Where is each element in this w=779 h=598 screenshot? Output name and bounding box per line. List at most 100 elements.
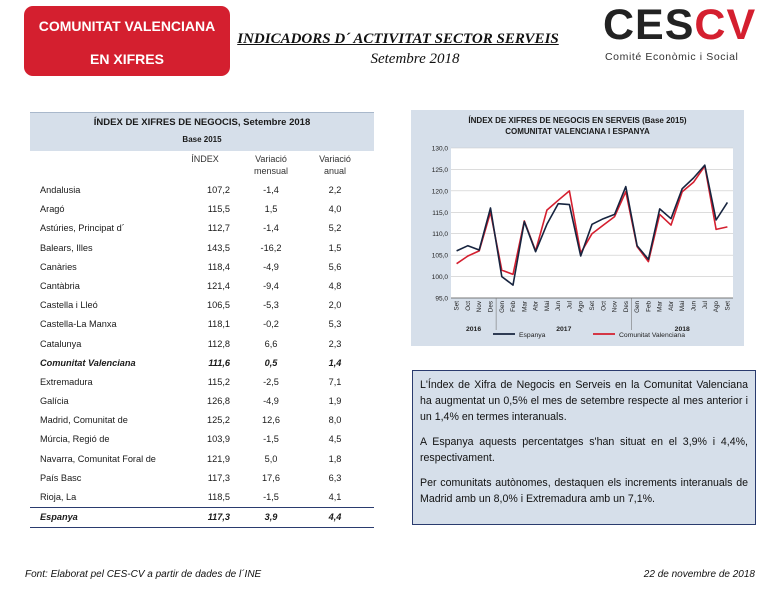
monthly-variation: -0,2 [263,319,279,330]
y-tick-label: 125,0 [432,167,449,174]
table-header: ÍNDEX DE XIFRES DE NEGOCIS, Setembre 201… [30,112,374,151]
index-value: 117,3 [207,472,230,483]
col-header-index: ÍNDEX [191,154,219,164]
table-column-headers: ÍNDEX Variació mensual Variació anual [30,151,374,181]
monthly-variation: -1,4 [263,185,279,195]
monthly-variation: 17,6 [262,472,280,483]
footer-source: Font: Elaborat pel CES-CV a partir de da… [25,569,262,580]
monthly-variation: -4,9 [263,396,279,407]
y-tick-label: 130,0 [432,146,449,153]
footer-date: 22 de novembre de 2018 [643,569,755,580]
annual-variation: 1,9 [328,396,342,407]
index-table: ÍNDEX DE XIFRES DE NEGOCIS, Setembre 201… [30,112,374,529]
page-subtitle: Setembre 2018 [370,51,460,67]
y-tick-label: 105,0 [432,253,449,260]
logo-tagline: Comité Econòmic i Social [605,51,739,63]
x-tick-label: Jun [691,301,698,312]
table-row: Catalunya 112,8 6,6 2,3 [30,335,374,354]
annual-variation: 2,2 [328,185,342,195]
summary-paragraph-3: Per comunitats autònomes, destaquen els … [420,477,748,505]
region-badge: COMUNITAT VALENCIANA EN XIFRES [24,6,230,76]
chart-subtitle: COMUNITAT VALENCIANA I ESPANYA [505,127,650,136]
x-tick-label: Feb [645,301,652,312]
monthly-variation: 3,9 [264,512,278,523]
monthly-variation: 5,0 [264,453,278,464]
x-tick-label: Nov [612,300,619,312]
annual-variation: 4,0 [328,204,342,215]
table-row: Rioja, La 118,5 -1,5 4,1 [30,488,374,507]
monthly-variation: -1,5 [263,434,279,445]
y-tick-label: 110,0 [432,231,448,238]
region-name: Rioja, La [40,492,77,502]
index-value: 126,8 [207,396,230,407]
index-value: 118,1 [207,319,230,330]
region-name: Cantàbria [40,280,80,291]
table-body: Andalusia 107,2 -1,4 2,2 Aragó 115,5 1,5 4,0 Ast… [30,181,374,529]
region-name: Astúries, Principat d´ [40,223,125,234]
region-name: Catalunya [40,338,82,349]
monthly-variation: -1,4 [263,223,279,234]
monthly-variation: -2,5 [263,376,279,387]
monthly-variation: 0,5 [264,357,278,368]
annual-variation: 1,4 [328,357,342,368]
logo-text-cv: CV [694,1,757,49]
monthly-variation: -4,9 [263,261,279,272]
x-tick-label: Mai [679,301,686,311]
line-chart: 95,0 100,0 105,0 110,0 115,0 120,0 125,0 130,0 S… [432,146,733,339]
region-name: Balears, Illes [40,242,93,253]
monthly-variation: -16,2 [260,242,282,253]
series-line-espanya [456,164,729,286]
x-tick-label: Nov [476,300,483,312]
table-row: Castella-La Manxa 118,1 -0,2 5,3 [30,315,374,334]
annual-variation: 4,1 [328,492,342,502]
x-tick-label: Abr [668,301,675,311]
annual-variation: 4,4 [328,512,342,523]
x-tick-label: Jul [566,301,573,309]
legend-label-espanya: Espanya [519,332,546,339]
series-line-comunitat-valenciana [456,165,728,276]
annual-variation: 2,3 [328,338,342,349]
table-row: Madrid, Comunitat de 125,2 12,6 8,0 [30,411,374,430]
x-tick-label: Ago [713,301,720,313]
index-value: 107,2 [207,185,230,195]
table-row: Astúries, Principat d´ 112,7 -1,4 5,2 [30,219,374,238]
monthly-variation: 1,5 [264,204,278,215]
year-label: 2017 [556,326,571,333]
x-tick-label: Abr [533,301,540,311]
x-tick-label: Gen [499,301,506,313]
index-value: 117,3 [207,512,230,523]
x-tick-label: Feb [510,301,517,312]
legend-label-comunitat-valenciana: Comunitat Valenciana [619,332,685,339]
index-value: 115,5 [207,204,230,215]
index-value: 118,4 [207,261,230,272]
chart-panel: ÍNDEX DE XIFRES DE NEGOCIS EN SERVEIS (B… [411,110,744,346]
y-tick-label: 115,0 [432,210,448,217]
x-tick-label: Oct [465,301,472,311]
annual-variation: 5,2 [328,223,342,234]
region-name: Comunitat Valenciana [40,357,136,368]
annual-variation: 5,6 [328,261,342,272]
annual-variation: 4,5 [328,434,342,445]
table-row: Balears, Illes 143,5 -16,2 1,5 [30,239,374,258]
table-row: Espanya 117,3 3,9 4,4 [30,507,374,529]
col-header-annual: Variació anual [308,153,362,177]
x-tick-label: Mar [521,301,528,312]
summary-paragraph-2: A Espanya aquests percentatges s'han sit… [420,436,748,464]
index-value: 112,7 [207,223,230,234]
table-row: Canàries 118,4 -4,9 5,6 [30,258,374,277]
table-row: Galícia 126,8 -4,9 1,9 [30,392,374,411]
x-tick-label: Jun [555,301,562,312]
region-name: Aragó [40,204,65,215]
index-value: 125,2 [207,415,230,426]
region-name: Extremadura [40,376,93,387]
x-tick-label: Mar [657,301,664,312]
table-row: Extremadura 115,2 -2,5 7,1 [30,373,374,392]
index-value: 143,5 [207,242,230,253]
summary-box: L'Índex de Xifra de Negocis en Serveis e… [412,370,756,525]
annual-variation: 4,8 [328,280,342,291]
table-row: Aragó 115,5 1,5 4,0 [30,200,374,219]
table-row: Castella i Lleó 106,5 -5,3 2,0 [30,296,374,315]
region-name: Castella-La Manxa [40,319,117,330]
monthly-variation: 12,6 [262,415,280,426]
index-value: 118,5 [207,492,230,502]
